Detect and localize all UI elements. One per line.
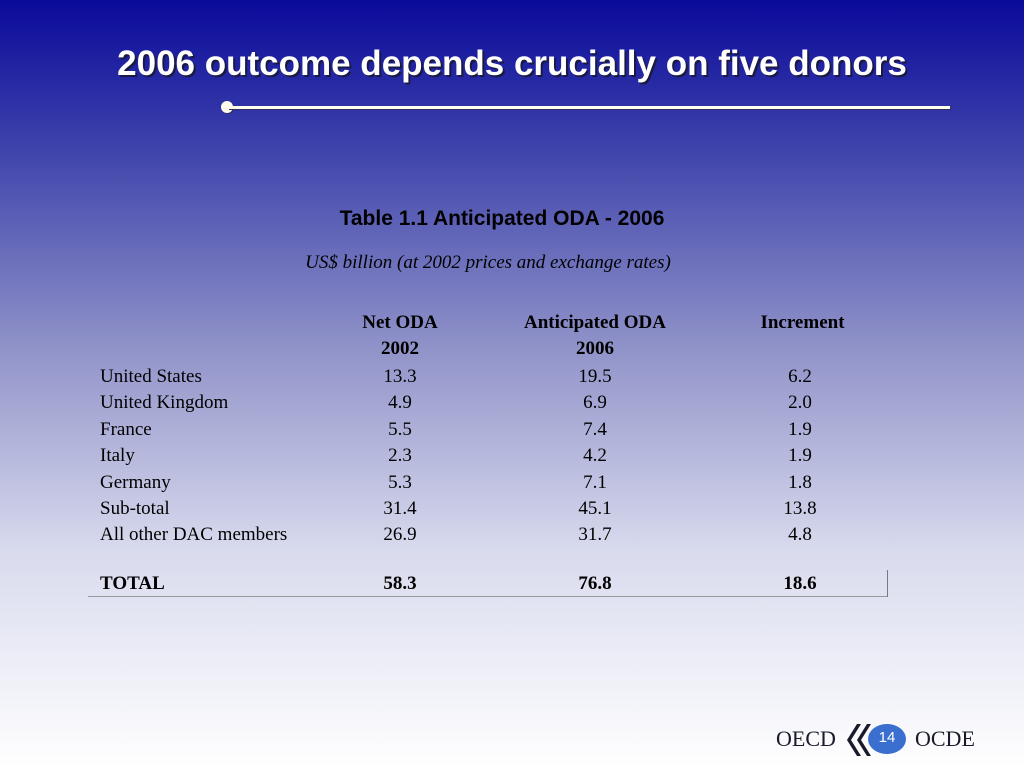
- row-label: Sub-total: [100, 498, 170, 519]
- table-subtitle: US$ billion (at 2002 prices and exchange…: [305, 252, 671, 273]
- row-increment: 1.9: [788, 445, 812, 466]
- table-row: United Kingdom 4.9 6.9 2.0: [0, 390, 1024, 416]
- row-label: Germany: [100, 472, 171, 493]
- header-increment-line1: Increment: [760, 312, 845, 333]
- row-anticipated-2006: 7.1: [583, 472, 607, 493]
- row-label: All other DAC members: [100, 524, 288, 545]
- header-net-oda: Net ODA 2002: [345, 310, 455, 362]
- row-anticipated-2006: 31.7: [578, 524, 612, 545]
- table-row: Italy 2.3 4.2 1.9: [0, 443, 1024, 469]
- row-increment: 1.8: [788, 472, 812, 493]
- row-anticipated-2006: 7.4: [583, 419, 607, 440]
- title-rule-dot: [221, 101, 233, 113]
- row-anticipated-2006: 4.2: [583, 445, 607, 466]
- row-increment: 4.8: [788, 524, 812, 545]
- total-anticipated-2006: 76.8: [578, 573, 612, 594]
- row-label: Italy: [100, 445, 135, 466]
- row-net-2002: 26.9: [383, 524, 417, 545]
- table-bottom-border: [88, 596, 888, 597]
- page-number-badge: 14: [868, 724, 906, 754]
- table-right-border: [887, 570, 888, 597]
- row-anticipated-2006: 19.5: [578, 366, 612, 387]
- table-title: Table 1.1 Anticipated ODA - 2006: [339, 207, 665, 230]
- total-label: TOTAL: [100, 573, 165, 594]
- row-net-2002: 13.3: [383, 366, 417, 387]
- table-total-row: TOTAL 58.3 76.8 18.6: [0, 571, 1024, 597]
- row-increment: 2.0: [788, 392, 812, 413]
- row-increment: 6.2: [788, 366, 812, 387]
- table-row: Sub-total 31.4 45.1 13.8: [0, 496, 1024, 522]
- table-row: United States 13.3 19.5 6.2: [0, 364, 1024, 390]
- row-net-2002: 5.3: [388, 472, 412, 493]
- header-net-oda-line1: Net ODA: [362, 312, 438, 333]
- header-net-oda-line2: 2002: [381, 338, 419, 359]
- row-label: United States: [100, 366, 202, 387]
- table-row: Germany 5.3 7.1 1.8: [0, 470, 1024, 496]
- row-anticipated-2006: 45.1: [578, 498, 612, 519]
- header-increment: Increment: [745, 310, 860, 336]
- total-increment: 18.6: [783, 573, 817, 594]
- oecd-chevron-icon: [847, 724, 871, 756]
- logo-oecd-text: OECD: [776, 726, 836, 751]
- row-label: France: [100, 419, 152, 440]
- table-row: All other DAC members 26.9 31.7 4.8: [0, 522, 1024, 548]
- header-anticipated-oda: Anticipated ODA 2006: [495, 310, 695, 362]
- row-anticipated-2006: 6.9: [583, 392, 607, 413]
- logo-ocde-text: OCDE: [915, 726, 975, 751]
- total-net-2002: 58.3: [383, 573, 417, 594]
- row-increment: 1.9: [788, 419, 812, 440]
- row-net-2002: 4.9: [388, 392, 412, 413]
- row-label: United Kingdom: [100, 392, 229, 413]
- table-row: France 5.5 7.4 1.9: [0, 417, 1024, 443]
- slide-title: 2006 outcome depends crucially on five d…: [117, 44, 907, 83]
- header-anticipated-oda-line1: Anticipated ODA: [524, 312, 666, 333]
- title-rule: [228, 106, 950, 109]
- row-increment: 13.8: [783, 498, 817, 519]
- header-anticipated-oda-line2: 2006: [576, 338, 614, 359]
- row-net-2002: 31.4: [383, 498, 417, 519]
- row-net-2002: 2.3: [388, 445, 412, 466]
- row-net-2002: 5.5: [388, 419, 412, 440]
